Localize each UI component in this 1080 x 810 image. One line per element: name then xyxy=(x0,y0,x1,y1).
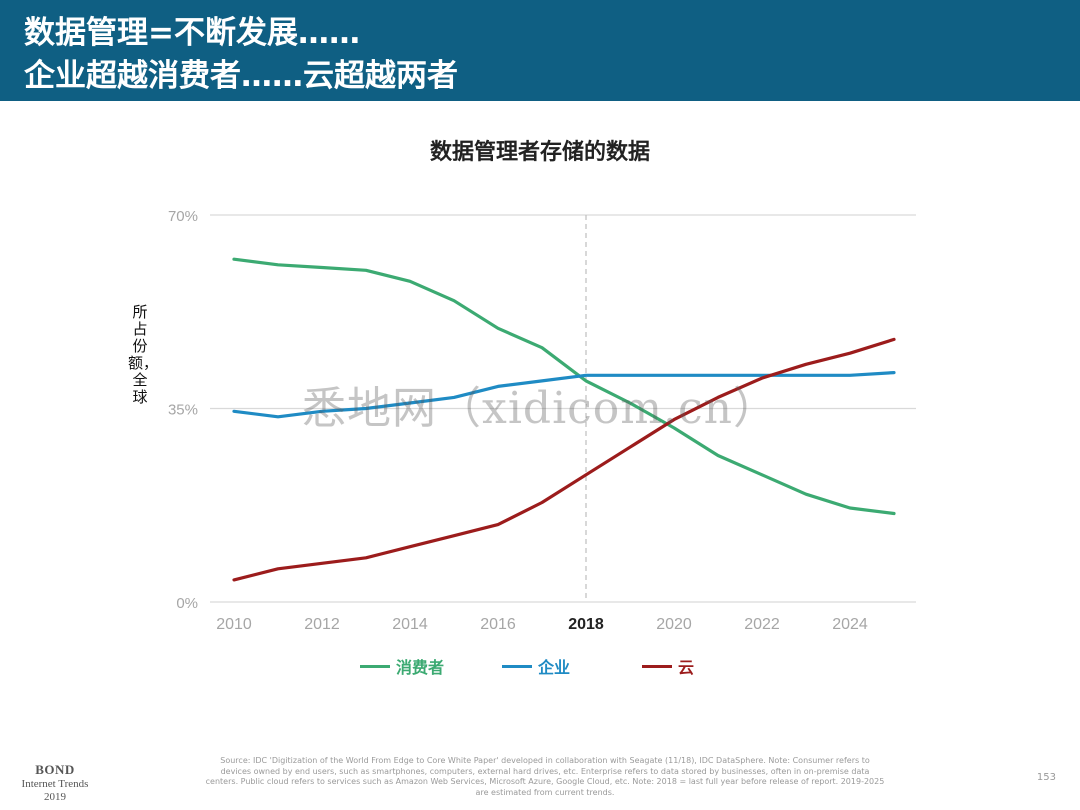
x-tick-label: 2022 xyxy=(744,616,780,633)
watermark: 悉地网（xidicom.cn） xyxy=(302,383,778,434)
y-tick-label: 70% xyxy=(168,208,198,225)
chart-title: 数据管理者存储的数据 xyxy=(429,140,650,165)
series-line-cloud xyxy=(232,337,896,582)
bond-brand: BOND xyxy=(35,762,75,777)
legend-item-cloud: 云 xyxy=(642,654,694,678)
x-tick-label: 2024 xyxy=(832,616,868,633)
legend-swatch-enterprise xyxy=(502,664,532,668)
bond-year: 2019 xyxy=(44,791,66,803)
header-line-2: 企业超越消费者……云超越两者 xyxy=(24,58,458,94)
legend-swatch-cloud xyxy=(642,664,672,668)
legend-label-consumer: 消费者 xyxy=(396,658,445,677)
y-tick-label: 0% xyxy=(176,595,198,612)
legend-item-consumer: 消费者 xyxy=(360,654,444,678)
legend-item-enterprise: 企业 xyxy=(502,654,570,678)
legend-label-cloud: 云 xyxy=(678,658,695,677)
legend-label-enterprise: 企业 xyxy=(538,658,571,677)
x-tick-label: 2012 xyxy=(304,616,340,633)
series-line-enterprise xyxy=(232,371,896,419)
source-note: Source: IDC 'Digitization of the World F… xyxy=(205,756,885,797)
x-tick-label: 2010 xyxy=(216,616,252,633)
series-line-consumer xyxy=(232,257,896,516)
y-axis-label: 所占份额，全球 xyxy=(128,303,159,406)
legend-swatch-consumer xyxy=(360,664,390,668)
header-banner: 数据管理=不断发展…… 企业超越消费者……云超越两者 xyxy=(0,0,1080,101)
x-tick-label: 2020 xyxy=(656,616,692,633)
x-tick-label: 2016 xyxy=(480,616,516,633)
x-tick-label: 2018 xyxy=(568,616,604,633)
page-number: 153 xyxy=(1036,772,1056,783)
y-tick-label: 35% xyxy=(168,402,198,419)
bond-subtitle: Internet Trends xyxy=(21,778,89,790)
x-tick-label: 2014 xyxy=(392,616,428,633)
header-line-1: 数据管理=不断发展…… xyxy=(24,15,360,51)
bond-logo: BOND Internet Trends 2019 xyxy=(20,762,90,804)
